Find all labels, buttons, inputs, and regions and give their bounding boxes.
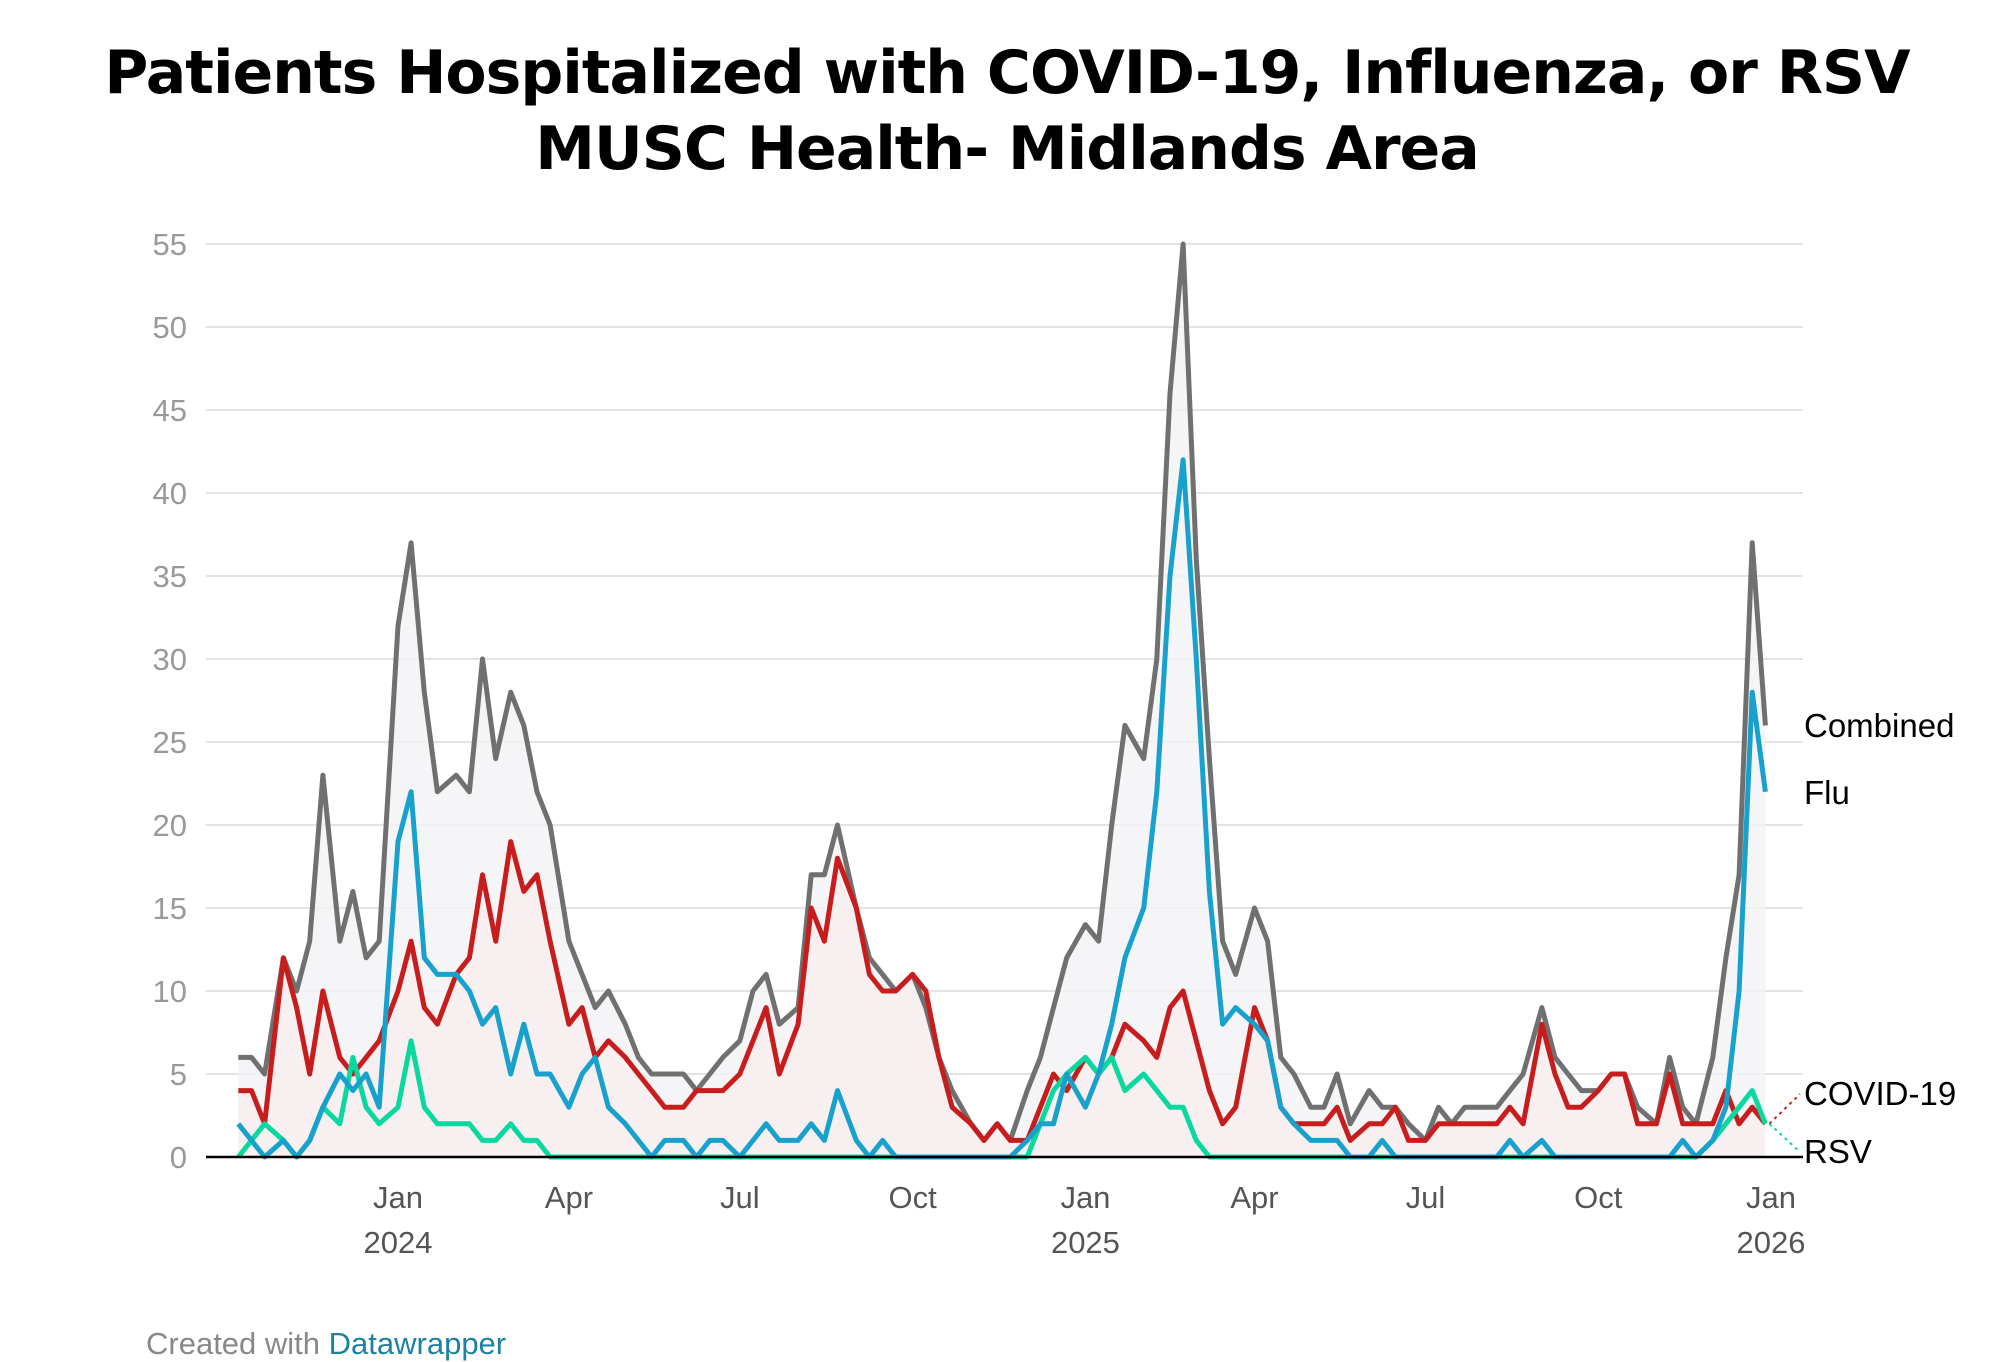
y-tick-label: 20 — [153, 808, 187, 843]
series-label-flu: Flu — [1804, 774, 1850, 811]
x-tick-label: Apr — [545, 1180, 593, 1215]
x-tick-label: Jan — [1746, 1180, 1796, 1215]
x-tick-label: Jul — [1406, 1180, 1446, 1215]
datawrapper-link[interactable]: Datawrapper — [328, 1326, 507, 1361]
label-connector-covid-19 — [1768, 1093, 1801, 1125]
y-tick-label: 15 — [153, 891, 187, 926]
y-tick-label: 25 — [153, 725, 187, 760]
y-tick-label: 30 — [153, 642, 187, 677]
chart-subtitle: MUSC Health- Midlands Area — [535, 114, 1479, 184]
chart-title: Patients Hospitalized with COVID-19, Inf… — [104, 38, 1910, 108]
x-tick-label: Jan — [373, 1180, 423, 1215]
y-tick-label: 50 — [153, 310, 187, 345]
label-connector-rsv — [1768, 1123, 1801, 1153]
series-label-covid-19: COVID-19 — [1804, 1075, 1956, 1112]
footer: Created with Datawrapper — [146, 1326, 506, 1362]
y-tick-label: 55 — [153, 227, 187, 262]
footer-prefix: Created with — [146, 1326, 329, 1361]
area-covid-19 — [238, 841, 1766, 1157]
series-line-covid-19 — [238, 839, 1768, 1143]
y-tick-label: 10 — [153, 974, 187, 1009]
x-tick-year-label: 2024 — [364, 1225, 433, 1260]
x-tick-label: Apr — [1230, 1180, 1278, 1215]
y-tick-label: 40 — [153, 476, 187, 511]
x-tick-label: Oct — [889, 1180, 938, 1215]
series-label-combined: Combined — [1804, 707, 1954, 744]
x-tick-year-label: 2026 — [1737, 1225, 1806, 1260]
x-tick-label: Jan — [1060, 1180, 1110, 1215]
y-tick-label: 35 — [153, 559, 187, 594]
series-label-rsv: RSV — [1804, 1133, 1872, 1170]
x-tick-label: Jul — [720, 1180, 760, 1215]
x-tick-label: Oct — [1574, 1180, 1623, 1215]
x-tick-year-label: 2025 — [1051, 1225, 1120, 1260]
y-tick-label: 0 — [170, 1140, 187, 1175]
y-tick-label: 5 — [170, 1057, 187, 1092]
y-tick-label: 45 — [153, 393, 187, 428]
